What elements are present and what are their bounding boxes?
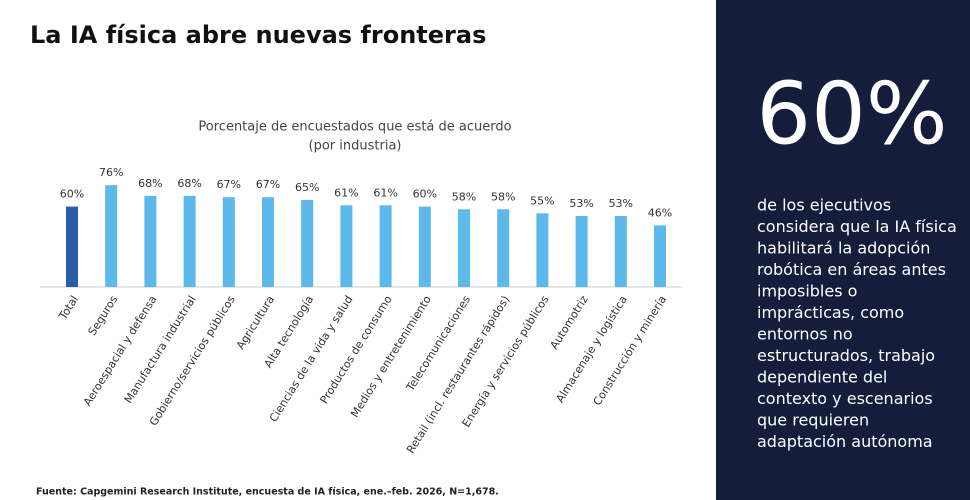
callout-text: de los ejecutivos considera que la IA fís… — [757, 196, 957, 452]
left-panel — [0, 0, 716, 500]
value-label: 61% — [373, 186, 397, 199]
bar — [262, 197, 274, 287]
callout-line: adaptación autónoma — [757, 432, 933, 451]
callout-line: contexto y escenarios — [757, 389, 933, 408]
value-label: 65% — [295, 181, 319, 194]
value-label: 53% — [609, 197, 633, 210]
callout-line: imprácticas, como — [757, 303, 904, 322]
chart-title: Porcentaje de encuestados que está de ac… — [198, 120, 511, 135]
callout-line: estructurados, trabajo — [757, 346, 935, 365]
bar — [301, 199, 314, 287]
bar — [654, 225, 666, 287]
callout-line: que requieren — [757, 411, 869, 430]
bar — [536, 213, 549, 287]
value-label: 61% — [334, 186, 358, 199]
callout-line: imposibles o — [757, 282, 857, 301]
bar — [497, 209, 510, 287]
bar — [575, 215, 588, 287]
bar — [183, 195, 196, 287]
slide-title: La IA física abre nuevas fronteras — [30, 21, 486, 49]
bar — [458, 209, 470, 287]
bar — [418, 206, 431, 287]
callout-line: de los ejecutivos — [757, 196, 891, 215]
value-label: 46% — [648, 206, 672, 219]
value-label: 67% — [217, 178, 241, 191]
bar — [144, 195, 157, 287]
value-label: 53% — [569, 197, 593, 210]
callout-line: dependiente del — [757, 368, 887, 387]
value-label: 67% — [256, 178, 280, 191]
bar — [105, 185, 118, 287]
bar — [222, 197, 235, 287]
bar — [379, 205, 392, 287]
value-label: 68% — [138, 177, 162, 190]
value-label: 60% — [413, 188, 437, 201]
value-label: 68% — [177, 177, 201, 190]
chart-subtitle: (por industria) — [309, 139, 402, 154]
callout-value: 60% — [756, 64, 947, 164]
value-label: 58% — [452, 190, 476, 203]
right-panel — [716, 0, 970, 500]
value-label: 60% — [60, 188, 84, 201]
value-label: 58% — [491, 190, 515, 203]
value-label: 55% — [530, 194, 554, 207]
bar — [340, 205, 353, 287]
bar — [66, 206, 78, 287]
callout-line: habilitará la adopción — [757, 239, 930, 258]
callout-line: robótica en áreas antes — [757, 260, 946, 279]
value-label: 76% — [99, 166, 123, 179]
callout-line: considera que la IA física — [757, 217, 957, 236]
source-note: Fuente: Capgemini Research Institute, en… — [36, 487, 499, 498]
bar — [614, 215, 627, 287]
callout-line: entornos no — [757, 325, 853, 344]
